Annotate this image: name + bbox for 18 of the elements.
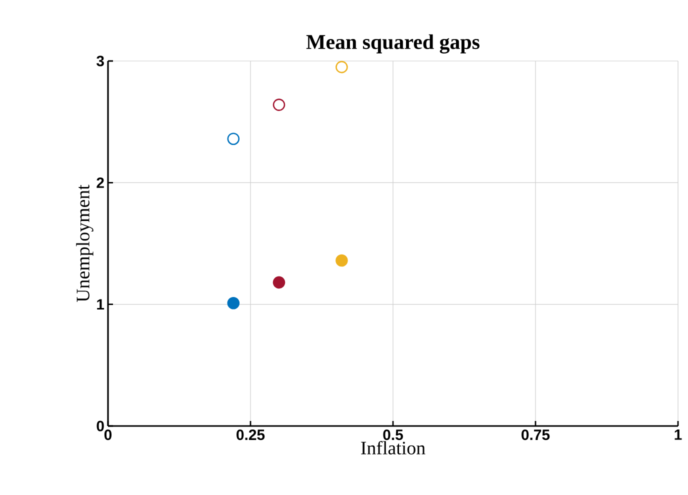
point [336,254,348,267]
y-tick-label: 1 [97,299,104,310]
x-tick-label: 0.25 [236,430,265,440]
point [227,132,240,146]
x-axis-title: Inflation [361,440,426,454]
chart-title: Mean squared gaps [306,34,480,54]
x-tick-label: 0 [104,430,112,440]
point [272,276,286,289]
y-axis-title: Unemployment [76,184,94,302]
x-tick-label: 1 [674,430,682,440]
point [227,296,240,310]
y-tick-label: 2 [96,177,104,188]
y-tick-label: 0 [96,420,104,432]
x-tick-label: 0.75 [522,430,550,440]
y-tick-label: 3 [96,56,104,66]
point [336,60,348,74]
x-tick-label: 0.5 [383,430,403,440]
point [272,98,286,111]
